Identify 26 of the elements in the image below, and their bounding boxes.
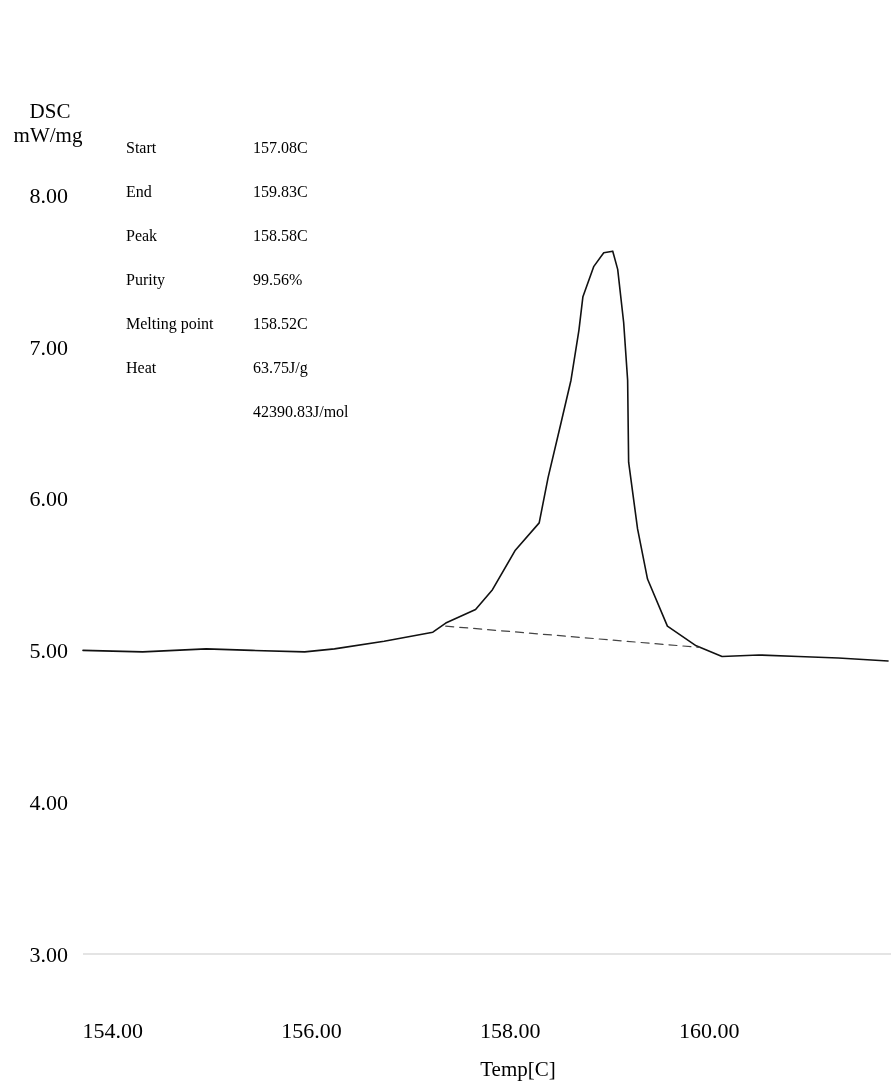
x-tick-label: 156.00 — [281, 1018, 342, 1043]
annotation: 42390.83J/mol — [253, 403, 350, 420]
y-tick-label: 5.00 — [29, 638, 68, 664]
y-tick-label: 4.00 — [29, 789, 68, 815]
annotation: Melting point — [126, 315, 215, 333]
line-series — [82, 250, 889, 662]
annotation: Heat — [126, 359, 157, 376]
text: Start — [126, 139, 157, 156]
y-axis-title: DSC mW/mg — [13, 99, 83, 147]
annotation: 159.83C — [253, 183, 308, 200]
text: 157.08C — [253, 139, 308, 156]
x-tick-label: 154.00 — [82, 1018, 144, 1043]
x-tick-label: 158.00 — [480, 1018, 541, 1043]
x-tick-label: 160.00 — [678, 1018, 740, 1043]
annotation: End — [126, 183, 152, 200]
y-tick-label: 7.00 — [29, 334, 68, 360]
y-tick-label: 3.00 — [29, 941, 68, 967]
x-axis-title: Temp[C] — [480, 1057, 556, 1081]
y-tick-label: 6.00 — [29, 486, 68, 512]
annotation: Purity — [126, 271, 166, 289]
y-tick-label: 8.00 — [29, 182, 68, 208]
annotation: 63.75J/g — [253, 359, 308, 377]
annotation: Peak — [126, 227, 158, 244]
annotation: 99.56% — [253, 271, 303, 288]
annotation: 158.58C — [253, 227, 308, 244]
annotation: 158.52C — [253, 315, 308, 332]
